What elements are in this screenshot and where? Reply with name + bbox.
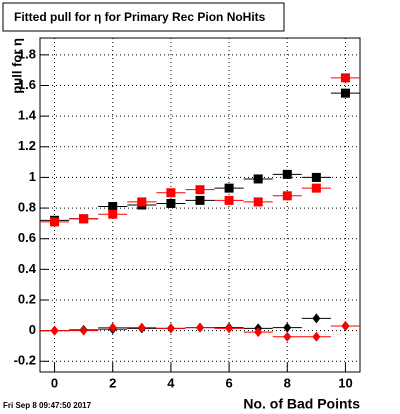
y-tick-label: 0.4 [18, 261, 37, 276]
x-tick-label: 2 [109, 375, 116, 390]
marker [254, 327, 263, 338]
y-tick-label: 1.2 [18, 138, 36, 153]
x-tick-label: 10 [338, 375, 352, 390]
marker [50, 217, 60, 227]
marker [283, 331, 292, 342]
y-tick-label: 1.4 [18, 108, 37, 123]
marker [166, 198, 176, 208]
marker [137, 322, 146, 333]
marker [341, 321, 350, 332]
marker [311, 172, 321, 182]
marker [224, 183, 234, 193]
x-axis-label: No. of Bad Points [243, 396, 360, 412]
x-tick-label: 8 [284, 375, 291, 390]
marker [312, 331, 321, 342]
y-tick-label: 1.8 [18, 46, 36, 61]
chart-title: Fitted pull for η for Primary Rec Pion N… [14, 10, 266, 24]
y-tick-label: 0.2 [18, 291, 36, 306]
marker [224, 195, 234, 205]
title-box [2, 2, 285, 32]
y-axis-label: pull for η [9, 38, 24, 94]
x-tick-label: 0 [51, 375, 58, 390]
plot-frame [39, 37, 361, 373]
y-tick-label: 1 [29, 169, 36, 184]
marker [253, 197, 263, 207]
marker [340, 88, 350, 98]
marker [282, 191, 292, 201]
marker [108, 202, 118, 212]
marker [195, 185, 205, 195]
y-tick-label: -0.2 [14, 353, 36, 368]
x-tick-label: 6 [225, 375, 232, 390]
marker [166, 323, 175, 334]
footer: Fri Sep 8 09:47:50 2017 [3, 401, 92, 410]
marker [312, 313, 321, 324]
marker [340, 73, 350, 83]
marker [195, 195, 205, 205]
marker [79, 214, 89, 224]
marker [196, 322, 204, 333]
marker [253, 174, 263, 184]
marker [79, 325, 88, 336]
marker [311, 183, 321, 193]
y-tick-label: 0.8 [18, 200, 36, 215]
y-tick-label: 1.6 [18, 77, 36, 92]
x-tick-label: 4 [167, 375, 175, 390]
y-tick-label: 0 [29, 322, 36, 337]
marker [137, 197, 147, 207]
marker [225, 323, 234, 334]
marker [108, 322, 117, 333]
marker [283, 322, 292, 333]
marker [282, 169, 292, 179]
marker [108, 209, 118, 219]
marker [166, 188, 176, 198]
y-tick-label: 0.6 [18, 230, 36, 245]
marker [50, 325, 59, 336]
